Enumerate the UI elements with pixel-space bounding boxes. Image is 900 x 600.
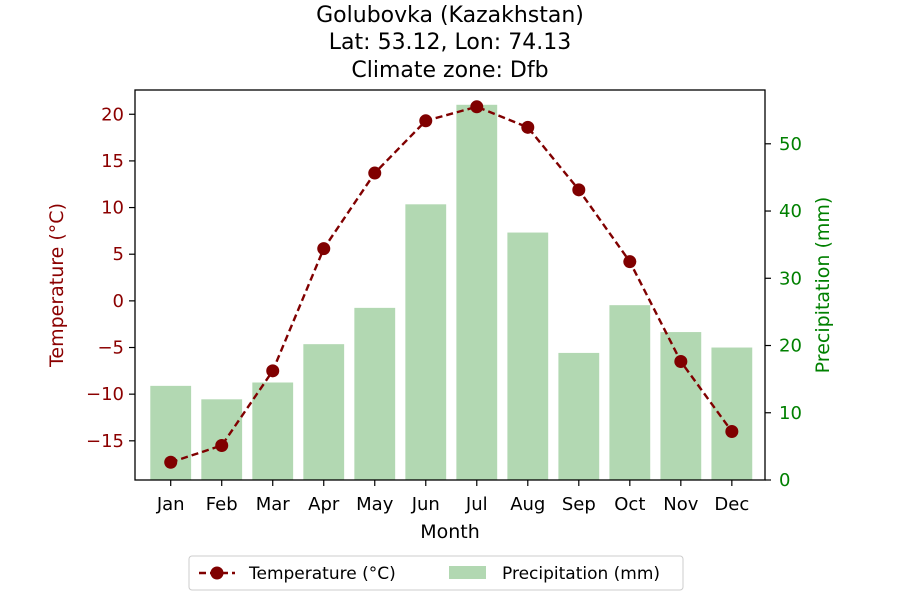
temperature-point-jan xyxy=(164,455,178,469)
precipitation-bar-oct xyxy=(609,305,651,480)
y-left-tick-label: −10 xyxy=(86,384,124,405)
x-tick-label-nov: Nov xyxy=(663,494,698,515)
x-axis-label: Month xyxy=(420,521,480,543)
precipitation-bar-jul xyxy=(456,104,498,481)
y-left-tick-label: 0 xyxy=(113,291,124,312)
y-right-tick-label: 20 xyxy=(779,336,802,357)
legend: Temperature (°C) Precipitation (mm) xyxy=(188,555,684,591)
temperature-point-dec xyxy=(725,424,739,438)
temperature-point-apr xyxy=(317,242,331,256)
x-tick-label-jul: Jul xyxy=(465,494,488,515)
x-tick-label-sep: Sep xyxy=(562,494,596,515)
legend-temperature-swatch-marker xyxy=(210,566,224,580)
precipitation-bar-sep xyxy=(558,352,600,480)
y-left-tick-label: 15 xyxy=(101,151,124,172)
y-right-tick-label: 50 xyxy=(779,134,802,155)
legend-box xyxy=(188,555,684,591)
precipitation-bar-apr xyxy=(303,344,345,480)
x-tick-label-may: May xyxy=(356,494,394,515)
temperature-line xyxy=(164,100,739,469)
precipitation-bar-mar xyxy=(252,382,294,480)
y-right-tick-label: 30 xyxy=(779,268,802,289)
chart-title-line-2: Lat: 53.12, Lon: 74.13 xyxy=(329,30,571,55)
x-tick-label-dec: Dec xyxy=(714,494,749,515)
temperature-point-feb xyxy=(215,438,229,452)
y-left-tick-label: 10 xyxy=(101,198,124,219)
y-axis-left: −15 −10 −5 0 5 10 15 20 xyxy=(86,104,135,452)
legend-precipitation-label: Precipitation (mm) xyxy=(502,564,660,584)
chart-title-line-3: Climate zone: Dfb xyxy=(351,58,548,83)
precipitation-bar-nov xyxy=(660,332,702,480)
y-axis-right: 0 10 20 30 40 50 xyxy=(765,134,802,491)
precipitation-bar-aug xyxy=(507,232,549,480)
temperature-point-sep xyxy=(572,183,586,197)
precipitation-bar-jun xyxy=(405,204,447,480)
chart-title-line-1: Golubovka (Kazakhstan) xyxy=(316,3,584,28)
y-right-tick-label: 0 xyxy=(779,470,790,491)
y-right-tick-label: 10 xyxy=(779,403,802,424)
x-axis: Jan Feb Mar Apr May Jun Jul Aug Sep Oct Nov Dec xyxy=(156,480,749,515)
temperature-point-may xyxy=(368,166,382,180)
plot-area-border xyxy=(134,89,766,481)
y-left-tick-label: 5 xyxy=(113,244,124,265)
plot-frame xyxy=(134,89,766,481)
y-right-tick-label: 40 xyxy=(779,201,802,222)
y-left-tick-label: −5 xyxy=(97,338,124,359)
legend-temperature-label: Temperature (°C) xyxy=(248,564,396,584)
precipitation-bars xyxy=(150,104,753,481)
x-tick-label-jan: Jan xyxy=(156,494,185,515)
temperature-point-aug xyxy=(521,120,535,134)
x-tick-label-mar: Mar xyxy=(256,494,291,515)
temperature-point-mar xyxy=(266,364,280,378)
y-left-tick-label: −15 xyxy=(86,431,124,452)
temperature-point-oct xyxy=(623,255,637,269)
x-tick-label-aug: Aug xyxy=(510,494,545,515)
legend-precipitation-swatch xyxy=(449,566,486,579)
y-left-tick-label: 20 xyxy=(101,104,124,125)
temperature-series-line xyxy=(170,105,733,464)
y-axis-left-label: Temperature (°C) xyxy=(46,203,68,368)
y-axis-right-label: Precipitation (mm) xyxy=(812,197,834,374)
temperature-point-jul xyxy=(470,100,484,114)
precipitation-bar-may xyxy=(354,307,396,480)
temperature-point-nov xyxy=(674,355,688,369)
temperature-point-jun xyxy=(419,114,433,128)
x-tick-label-oct: Oct xyxy=(614,494,645,515)
x-tick-label-apr: Apr xyxy=(308,494,340,515)
x-tick-label-jun: Jun xyxy=(411,494,440,515)
x-tick-label-feb: Feb xyxy=(206,494,238,515)
